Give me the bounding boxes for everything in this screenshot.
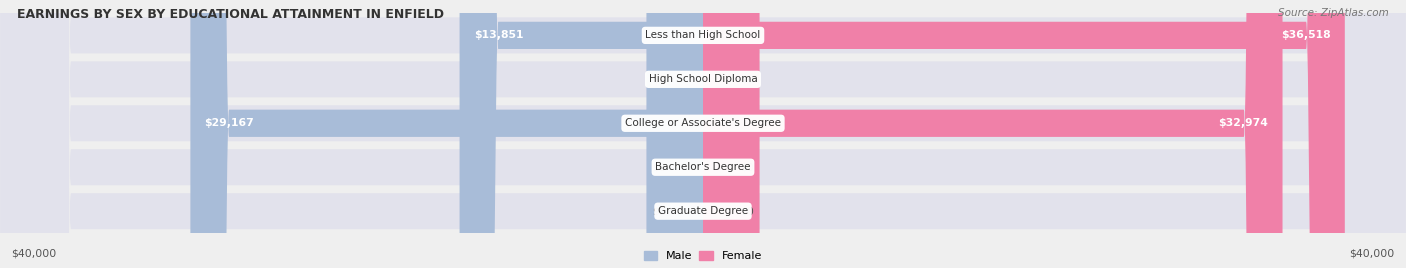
Text: $29,167: $29,167 [204, 118, 254, 128]
Text: $0: $0 [652, 74, 666, 84]
Legend: Male, Female: Male, Female [643, 250, 763, 262]
FancyBboxPatch shape [647, 0, 703, 268]
Text: Bachelor's Degree: Bachelor's Degree [655, 162, 751, 172]
Text: $32,974: $32,974 [1219, 118, 1268, 128]
FancyBboxPatch shape [703, 0, 759, 268]
FancyBboxPatch shape [647, 0, 703, 268]
FancyBboxPatch shape [703, 0, 1344, 268]
Text: $0: $0 [652, 206, 666, 216]
FancyBboxPatch shape [703, 0, 759, 268]
Text: EARNINGS BY SEX BY EDUCATIONAL ATTAINMENT IN ENFIELD: EARNINGS BY SEX BY EDUCATIONAL ATTAINMEN… [17, 8, 444, 21]
FancyBboxPatch shape [190, 0, 703, 268]
Text: $40,000: $40,000 [11, 248, 56, 258]
Text: $40,000: $40,000 [1350, 248, 1395, 258]
Text: $36,518: $36,518 [1281, 30, 1330, 40]
FancyBboxPatch shape [703, 0, 759, 268]
FancyBboxPatch shape [460, 0, 703, 268]
Text: $0: $0 [740, 162, 754, 172]
Text: $0: $0 [652, 162, 666, 172]
Text: Less than High School: Less than High School [645, 30, 761, 40]
Text: $0: $0 [740, 74, 754, 84]
Text: Source: ZipAtlas.com: Source: ZipAtlas.com [1278, 8, 1389, 18]
Text: $0: $0 [740, 206, 754, 216]
Text: $13,851: $13,851 [474, 30, 523, 40]
Text: Graduate Degree: Graduate Degree [658, 206, 748, 216]
FancyBboxPatch shape [647, 0, 703, 268]
FancyBboxPatch shape [703, 0, 1282, 268]
Text: College or Associate's Degree: College or Associate's Degree [626, 118, 780, 128]
Text: High School Diploma: High School Diploma [648, 74, 758, 84]
